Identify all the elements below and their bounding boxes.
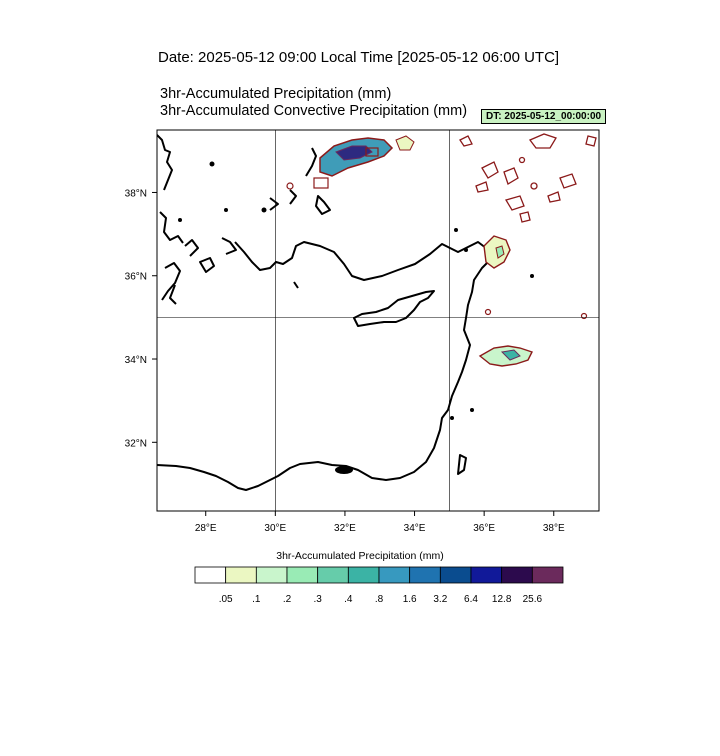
colorbar-label: .1 [252, 594, 261, 605]
lon-tick-label: 30°E [264, 523, 286, 534]
date-title: Date: 2025-05-12 09:00 Local Time [2025-… [158, 49, 560, 66]
lat-tick-label: 34°N [125, 355, 147, 366]
colorbar-swatch [286, 566, 319, 584]
lon-tick-label: 32°E [334, 523, 356, 534]
dt-badge: DT: 2025-05-12_00:00:00 [481, 109, 607, 124]
lon-tick-label: 38°E [543, 523, 565, 534]
gridlines [157, 130, 599, 511]
colorbar-label: .3 [313, 594, 322, 605]
lon-tick-label: 28°E [195, 523, 217, 534]
colorbar-swatch [439, 566, 472, 584]
field-title-convective-precipitation: 3hr-Accumulated Convective Precipitation… [160, 103, 468, 119]
precip-northeast-cluster [459, 133, 597, 223]
map-content [157, 133, 597, 491]
colorbar-label: 3.2 [433, 594, 448, 605]
colorbar-swatch [378, 566, 411, 584]
colorbar-swatch [194, 566, 227, 584]
lat-tick-label: 36°N [125, 272, 147, 283]
colorbar-swatch [531, 566, 564, 584]
colorbar-swatch [347, 566, 380, 584]
colorbar [194, 566, 564, 584]
precip-syria-lebanon [478, 308, 588, 367]
colorbar-label: .4 [344, 594, 353, 605]
colorbar-label: 6.4 [464, 594, 478, 605]
lat-tick-label: 32°N [125, 438, 147, 449]
coastline-detail [178, 161, 534, 474]
colorbar-swatch [255, 566, 288, 584]
colorbar-label: .05 [218, 594, 233, 605]
axis-ticks: 28°E 30°E 32°E 34°E 36°E 38°E 32°N 34°N 36°N 38°N [125, 188, 565, 534]
map-frame [156, 129, 600, 512]
precip-nw-syria [483, 235, 511, 269]
colorbar-label: 25.6 [522, 594, 543, 605]
colorbar-label: .8 [374, 594, 384, 605]
colorbar-title: 3hr-Accumulated Precipitation (mm) [276, 550, 444, 562]
field-title-precipitation: 3hr-Accumulated Precipitation (mm) [160, 86, 392, 102]
colorbar-swatch [501, 566, 533, 584]
lon-tick-label: 34°E [404, 523, 426, 534]
coastlines [157, 134, 489, 491]
precip-north-aegean-coast [286, 135, 415, 190]
colorbar-swatch [470, 566, 503, 584]
colorbar-label: 12.8 [491, 594, 512, 605]
colorbar-label: 1.6 [402, 594, 417, 605]
colorbar-swatch [225, 566, 257, 584]
colorbar-swatch [317, 566, 349, 584]
lon-tick-label: 36°E [473, 523, 495, 534]
lat-tick-label: 38°N [125, 188, 147, 199]
colorbar-swatch [409, 566, 441, 584]
colorbar-label: .2 [282, 594, 292, 605]
